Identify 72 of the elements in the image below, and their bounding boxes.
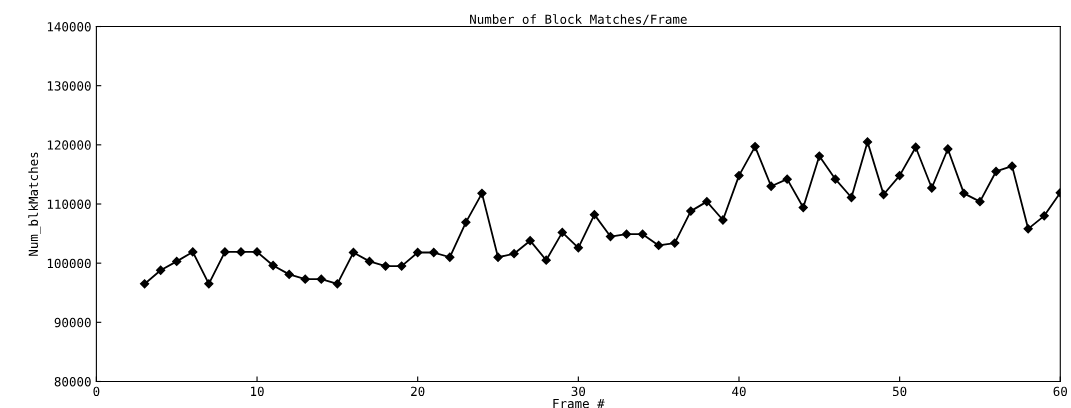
point	[397, 261, 407, 271]
point	[1039, 211, 1049, 221]
point	[509, 249, 519, 259]
point	[1007, 161, 1017, 171]
point	[156, 265, 166, 275]
y-tick-label: 100000	[47, 258, 91, 269]
y-tick-label: 80000	[54, 376, 91, 387]
point	[236, 247, 246, 257]
point	[300, 274, 310, 284]
y-tick-label: 110000	[47, 199, 91, 209]
point	[991, 166, 1001, 177]
x-tick-label: 40	[732, 386, 746, 397]
chart-title: Number of Block Matches/Frame	[470, 14, 687, 25]
point	[830, 174, 841, 184]
x-tick-label: 50	[892, 386, 907, 397]
point	[252, 247, 262, 257]
point	[445, 252, 455, 262]
point	[1023, 224, 1033, 234]
point	[525, 236, 535, 246]
point	[895, 170, 905, 181]
point	[750, 141, 760, 152]
point	[139, 279, 150, 289]
point	[670, 238, 680, 248]
point	[862, 137, 873, 147]
point	[621, 229, 632, 239]
y-tick-label: 140000	[47, 22, 91, 32]
point	[493, 252, 503, 262]
point	[284, 269, 294, 280]
point	[541, 255, 551, 265]
x-tick-label: 0	[93, 386, 100, 397]
point	[172, 256, 182, 267]
point	[429, 247, 439, 258]
x-tick-label: 60	[1053, 386, 1068, 397]
x-axis-title: Frame #	[553, 398, 605, 408]
point	[637, 229, 648, 239]
point	[975, 197, 985, 207]
x-tick-label: 20	[411, 386, 425, 397]
point	[814, 151, 824, 161]
point	[316, 274, 326, 284]
point	[220, 247, 230, 257]
point	[782, 174, 792, 184]
point	[959, 188, 969, 198]
y-axis-title: Num_blkMatches	[28, 152, 41, 256]
x-tick-label: 10	[251, 386, 264, 397]
point	[878, 189, 889, 200]
point	[654, 240, 664, 251]
point	[573, 243, 583, 253]
x-tick-label: 30	[571, 386, 586, 397]
point	[413, 247, 423, 258]
point	[364, 256, 375, 267]
point	[766, 181, 776, 191]
point	[686, 206, 696, 216]
point	[702, 197, 712, 207]
point	[718, 215, 728, 225]
point	[734, 170, 744, 181]
point	[461, 217, 471, 227]
point	[589, 210, 600, 220]
point	[943, 144, 953, 154]
point	[204, 279, 214, 289]
point	[798, 202, 808, 213]
point	[380, 261, 391, 271]
point	[188, 247, 198, 257]
point	[557, 227, 567, 238]
point	[911, 142, 921, 152]
y-tick-label: 130000	[47, 81, 91, 91]
point	[332, 279, 342, 289]
point	[268, 260, 278, 271]
point	[477, 188, 487, 198]
point	[927, 183, 937, 193]
y-tick-label: 90000	[54, 317, 91, 328]
point	[348, 247, 359, 258]
y-tick-label: 120000	[47, 140, 91, 150]
